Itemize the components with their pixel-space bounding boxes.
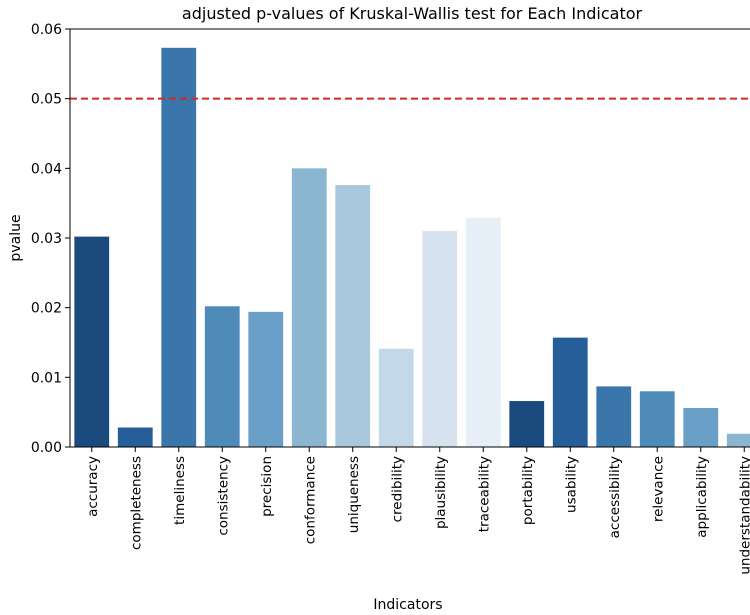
y-tick-label: 0.05 bbox=[31, 92, 62, 108]
bar-traceability bbox=[465, 217, 501, 447]
x-tick-label: completeness bbox=[128, 456, 144, 550]
x-tick-label: accuracy bbox=[85, 456, 101, 517]
y-tick-label: 0.04 bbox=[31, 161, 62, 177]
bar-understandability bbox=[726, 433, 750, 447]
y-tick-label: 0.01 bbox=[31, 370, 62, 386]
x-tick-label: usability bbox=[563, 456, 579, 513]
bar-consistency bbox=[204, 306, 240, 447]
x-tick-label: portability bbox=[520, 456, 536, 525]
bar-portability bbox=[509, 401, 545, 447]
x-tick-label: applicability bbox=[694, 456, 710, 538]
y-tick-label: 0.02 bbox=[31, 301, 62, 317]
bar-accuracy bbox=[74, 236, 110, 447]
bar-applicability bbox=[683, 407, 719, 447]
y-tick-label: 0.03 bbox=[31, 231, 62, 247]
x-tick-label: timeliness bbox=[172, 456, 188, 525]
x-tick-label: plausibility bbox=[433, 456, 449, 529]
y-tick-label: 0.06 bbox=[31, 22, 62, 38]
bar-relevance bbox=[639, 391, 675, 447]
x-tick-label: uniqueness bbox=[346, 456, 362, 533]
x-tick-label: credibility bbox=[389, 456, 405, 522]
x-tick-label: understandability bbox=[737, 456, 750, 575]
x-tick-label: relevance bbox=[650, 456, 666, 522]
plot-frame bbox=[69, 28, 750, 448]
bar-timeliness bbox=[161, 47, 197, 448]
bar-credibility bbox=[378, 348, 414, 447]
bar-plausibility bbox=[422, 231, 458, 447]
chart-title: adjusted p-values of Kruskal-Wallis test… bbox=[182, 4, 643, 23]
bar-uniqueness bbox=[335, 185, 371, 447]
x-tick-label: precision bbox=[259, 456, 275, 517]
bar-precision bbox=[248, 311, 284, 447]
bar-accessibility bbox=[596, 386, 632, 447]
x-tick-label: traceability bbox=[476, 456, 492, 532]
bar-usability bbox=[552, 337, 588, 447]
bar-completeness bbox=[117, 427, 153, 447]
x-tick-label: accessibility bbox=[607, 456, 623, 538]
y-axis-label: pvalue bbox=[8, 214, 24, 261]
y-tick-label: 0.00 bbox=[31, 440, 62, 456]
x-tick-label: conformance bbox=[302, 456, 318, 544]
x-axis-label: Indicators bbox=[373, 597, 442, 613]
bar-conformance bbox=[291, 168, 327, 448]
x-tick-label: consistency bbox=[215, 456, 231, 536]
